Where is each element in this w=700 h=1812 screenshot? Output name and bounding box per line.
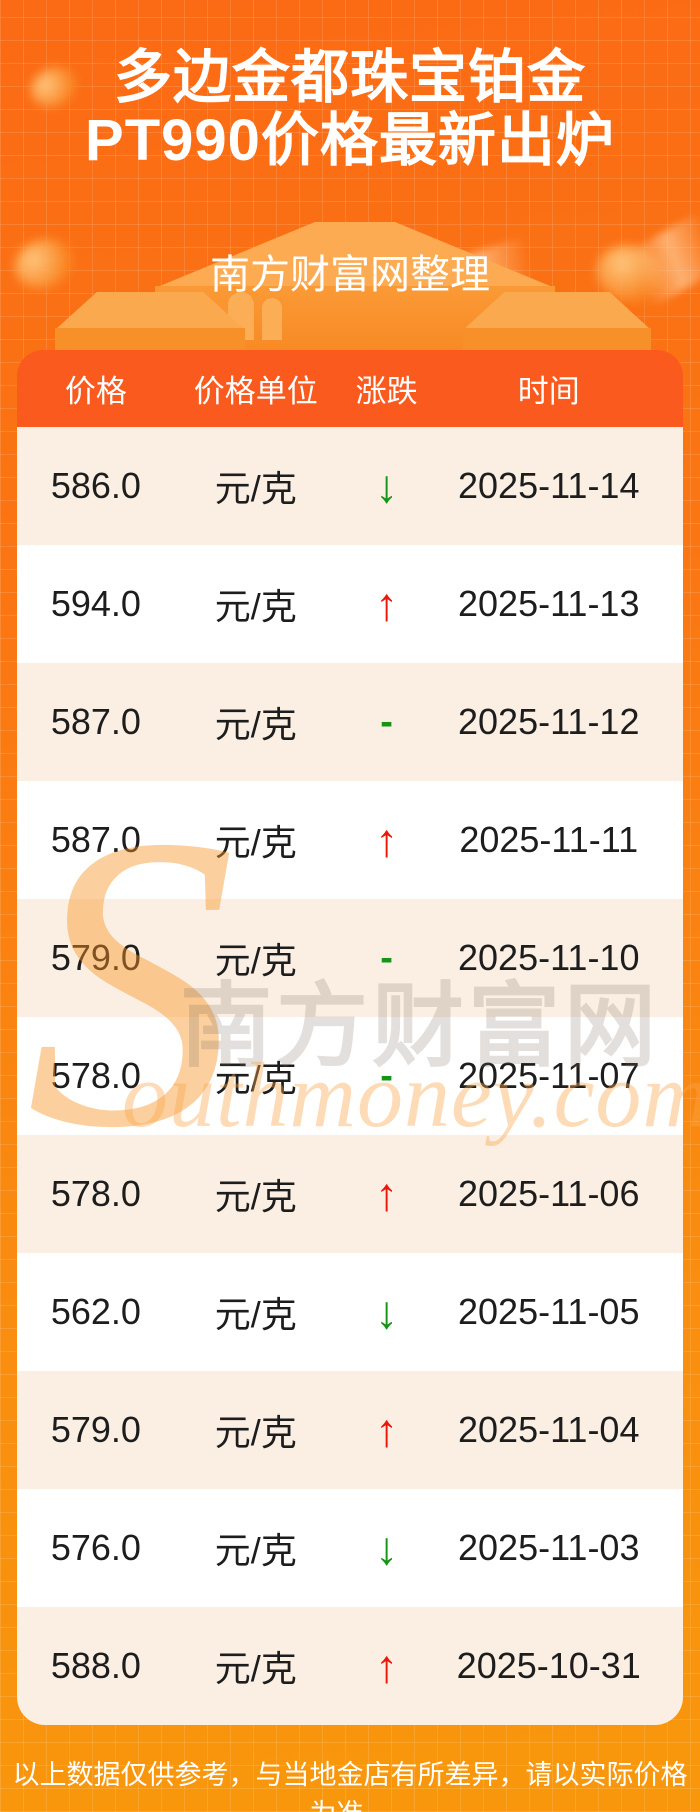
price-cell: 578.0 (50, 1055, 141, 1096)
change-indicator: - (380, 701, 393, 743)
date-cell: 2025-11-04 (458, 1409, 640, 1450)
change-indicator: ↑ (375, 1404, 399, 1456)
price-cell: 579.0 (50, 1409, 141, 1450)
unit-cell: 元/克 (214, 586, 297, 627)
date-cell: 2025-11-14 (458, 465, 640, 506)
table-row: 562.0 元/克 ↓ 2025-11-05 (17, 1253, 683, 1371)
date-cell: 2025-11-03 (458, 1527, 640, 1568)
date-cell: 2025-11-07 (458, 1055, 640, 1096)
unit-cell: 元/克 (214, 1412, 297, 1453)
date-cell: 2025-11-10 (458, 937, 640, 978)
table-row: 588.0 元/克 ↑ 2025-10-31 (17, 1607, 683, 1725)
unit-cell: 元/克 (214, 468, 297, 509)
podium-box-front (463, 328, 651, 350)
unit-cell: 元/克 (214, 940, 297, 981)
source-label: 南方财富网整理 (210, 253, 490, 297)
table-header: 价格 价格单位 涨跌 时间 (17, 350, 683, 427)
unit-cell: 元/克 (214, 704, 297, 745)
table-row: 579.0 元/克 - 2025-11-10 (17, 899, 683, 1017)
date-cell: 2025-11-06 (458, 1173, 640, 1214)
change-indicator: ↓ (375, 460, 399, 512)
date-cell: 2025-10-31 (456, 1645, 641, 1686)
change-indicator: - (380, 1055, 393, 1097)
page-title-line1: 多边金都珠宝铂金 (113, 45, 586, 110)
table-row: 587.0 元/克 - 2025-11-12 (17, 663, 683, 781)
unit-cell: 元/克 (214, 1530, 297, 1571)
unit-cell: 元/克 (214, 1058, 297, 1099)
table-row: 578.0 元/克 - 2025-11-07 (17, 1017, 683, 1135)
change-indicator: ↑ (375, 578, 399, 630)
change-indicator: ↑ (375, 814, 399, 866)
price-cell: 588.0 (50, 1645, 141, 1686)
price-cell: 576.0 (50, 1527, 141, 1568)
price-table: 价格 价格单位 涨跌 时间 586.0 元/克 ↓ 2025-11-14 594… (17, 350, 683, 1725)
change-indicator: ↑ (375, 1640, 399, 1692)
change-indicator: - (380, 937, 393, 979)
price-cell: 587.0 (50, 701, 141, 742)
column-header-date: 时间 (517, 374, 580, 409)
date-cell: 2025-11-11 (459, 819, 639, 860)
table-row: 594.0 元/克 ↑ 2025-11-13 (17, 545, 683, 663)
page-title-line2: PT990价格最新出炉 (85, 108, 615, 173)
unit-cell: 元/克 (214, 822, 297, 863)
column-header-unit: 价格单位 (193, 374, 318, 409)
change-indicator: ↓ (375, 1286, 399, 1338)
table-row: 576.0 元/克 ↓ 2025-11-03 (17, 1489, 683, 1607)
date-cell: 2025-11-05 (458, 1291, 640, 1332)
table-row: 587.0 元/克 ↑ 2025-11-11 (17, 781, 683, 899)
column-header-price: 价格 (64, 374, 127, 409)
podium-box-front (55, 328, 245, 350)
column-header-change: 涨跌 (355, 374, 418, 409)
footer-note: 以上数据仅供参考，与当地金店有所差异，请以实际价格为准。 (12, 1760, 688, 1812)
table-row: 579.0 元/克 ↑ 2025-11-04 (17, 1371, 683, 1489)
unit-cell: 元/克 (214, 1294, 297, 1335)
unit-cell: 元/克 (214, 1176, 297, 1217)
page-title: 多边金都珠宝铂金 PT990价格最新出炉 (0, 46, 700, 172)
date-cell: 2025-11-13 (458, 583, 640, 624)
price-cell: 579.0 (50, 937, 141, 978)
change-indicator: ↑ (375, 1168, 399, 1220)
table-row: 578.0 元/克 ↑ 2025-11-06 (17, 1135, 683, 1253)
table-row: 586.0 元/克 ↓ 2025-11-14 (17, 427, 683, 545)
date-cell: 2025-11-12 (458, 701, 640, 742)
price-cell: 578.0 (50, 1173, 141, 1214)
table-body: 586.0 元/克 ↓ 2025-11-14 594.0 元/克 ↑ 2025-… (17, 427, 683, 1725)
podium-arch-decoration (262, 298, 282, 340)
price-cell: 587.0 (50, 819, 141, 860)
change-indicator: ↓ (375, 1522, 399, 1574)
price-cell: 562.0 (50, 1291, 141, 1332)
price-cell: 594.0 (50, 583, 141, 624)
unit-cell: 元/克 (214, 1648, 297, 1689)
price-cell: 586.0 (50, 465, 141, 506)
